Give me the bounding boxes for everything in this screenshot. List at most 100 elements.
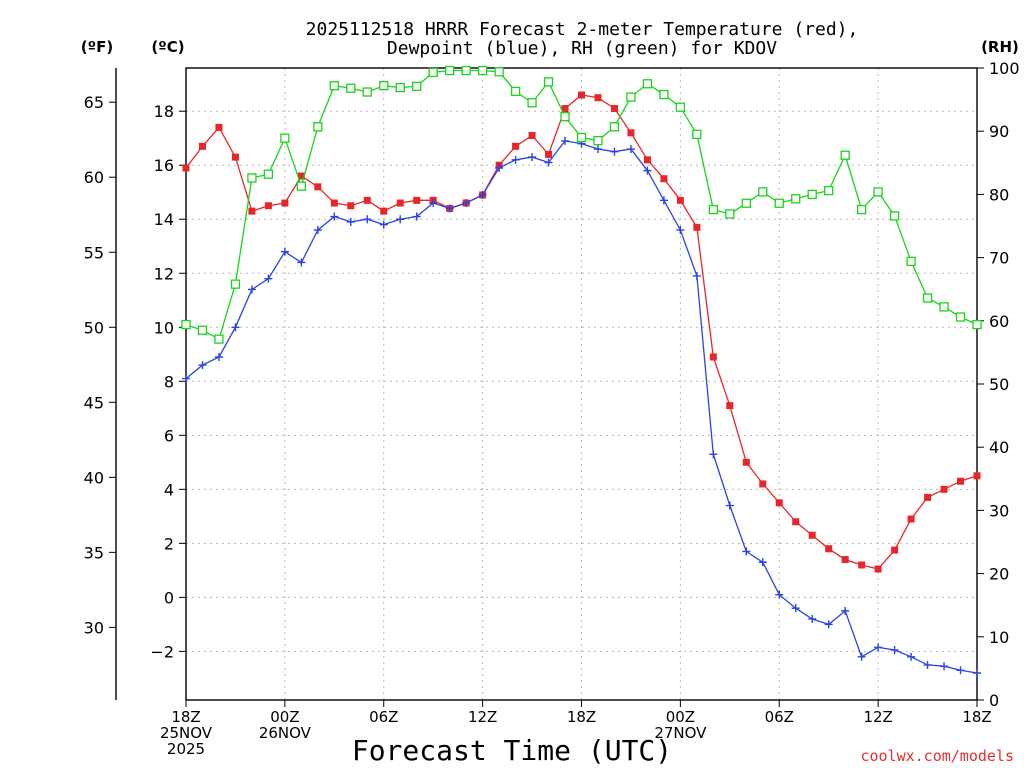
celsius-tick-label: 18 [154,102,174,121]
rh-tick-label: 0 [989,691,999,710]
data-point-marker [726,402,734,410]
data-point-marker [281,199,289,207]
data-point-marker [609,122,620,132]
data-point-marker [330,212,339,221]
data-point-marker [362,87,372,97]
celsius-tick-label: −2 [150,642,174,661]
data-point-marker [692,271,701,280]
x-tick-label: 00Z [666,708,695,726]
rh-tick-label: 20 [989,565,1009,584]
data-point-marker [972,319,982,330]
data-point-marker [296,181,307,191]
data-point-marker [693,223,701,231]
data-point-marker [346,83,356,93]
data-point-marker [939,302,949,312]
chart-title-line2: Dewpoint (blue), RH (green) for KDOV [387,38,777,59]
celsius-tick-label: 6 [164,426,174,445]
series-dewpoint [182,136,981,677]
x-tick-label: 06Z [765,708,794,726]
fahrenheit-unit-label: (ºF) [81,38,113,56]
rh-tick-label: 30 [989,501,1009,520]
data-point-marker [955,312,966,322]
axis-layer: −2 0 2 4 6 8 10 12 14 16 18 30 35 40 45 50 55 60 65 0 10 20 30… [84,59,1020,758]
data-point-marker [973,668,981,677]
data-point-marker [874,565,882,573]
data-point-marker [891,546,899,554]
celsius-tick-label: 10 [154,318,174,337]
data-point-marker [181,319,191,330]
data-point-marker [247,173,257,183]
data-point-marker [775,590,784,599]
data-point-marker [791,604,800,613]
data-point-marker [363,196,371,204]
data-point-marker [643,156,651,164]
x-tick-label: 18Z [567,708,596,726]
fahrenheit-tick-label: 45 [84,393,104,412]
data-point-marker [494,67,504,77]
data-point-marker [626,92,636,102]
data-point-marker [263,169,274,179]
data-point-marker [297,258,306,267]
data-point-marker [709,353,717,361]
data-point-marker [543,77,554,87]
data-point-marker [561,105,569,113]
data-point-marker [742,547,751,556]
data-point-marker [512,142,520,150]
data-point-marker [197,325,208,335]
fahrenheit-tick-label: 65 [84,93,104,112]
data-point-marker [561,136,570,145]
data-point-marker [808,614,817,623]
data-point-marker [610,147,619,156]
data-point-marker [758,558,767,567]
data-point-marker [461,65,471,76]
data-point-marker [593,145,602,154]
celsius-tick-label: 14 [154,210,174,229]
x-axis-title: Forecast Time (UTC) [352,734,672,767]
data-point-marker [742,458,750,466]
rh-tick-label: 40 [989,438,1009,457]
data-point-marker [940,662,949,671]
data-point-marker [594,94,602,102]
rh-tick-label: 60 [989,312,1009,331]
data-point-marker [413,196,421,204]
data-point-marker [477,65,488,76]
data-point-marker [247,285,256,294]
x-tick-label: 27NOV [654,724,707,742]
data-point-marker [824,185,834,196]
rh-unit-label: (RH) [981,38,1019,56]
data-point-marker [676,196,684,204]
data-point-marker [511,155,520,164]
fahrenheit-tick-label: 60 [84,168,104,187]
x-tick-label: 18Z [171,708,200,726]
data-point-marker [396,215,405,224]
data-point-marker [214,352,223,361]
data-point-marker [395,82,405,93]
data-point-marker [576,132,587,143]
rh-tick-label: 70 [989,249,1009,268]
rh-tick-label: 10 [989,628,1009,647]
data-point-marker [791,194,801,204]
data-point-marker [889,211,900,221]
data-point-marker [841,606,850,615]
data-point-marker [280,133,290,143]
data-point-marker [214,334,224,344]
data-point-marker [330,199,338,207]
data-point-marker [230,279,241,289]
series-layer [181,65,982,677]
data-point-marker [906,256,916,267]
x-tick-label: 25NOV [160,724,213,742]
data-point-marker [643,166,652,175]
data-point-marker [709,450,718,459]
plot-frame [185,67,978,701]
celsius-tick-label: 8 [164,372,174,391]
x-tick-label: 26NOV [259,724,312,742]
data-point-marker [248,207,256,215]
data-point-marker [412,81,422,91]
data-point-marker [412,212,421,221]
data-point-marker [610,105,618,113]
data-point-marker [774,198,784,208]
data-point-marker [626,145,635,154]
rh-tick-label: 100 [989,59,1020,78]
